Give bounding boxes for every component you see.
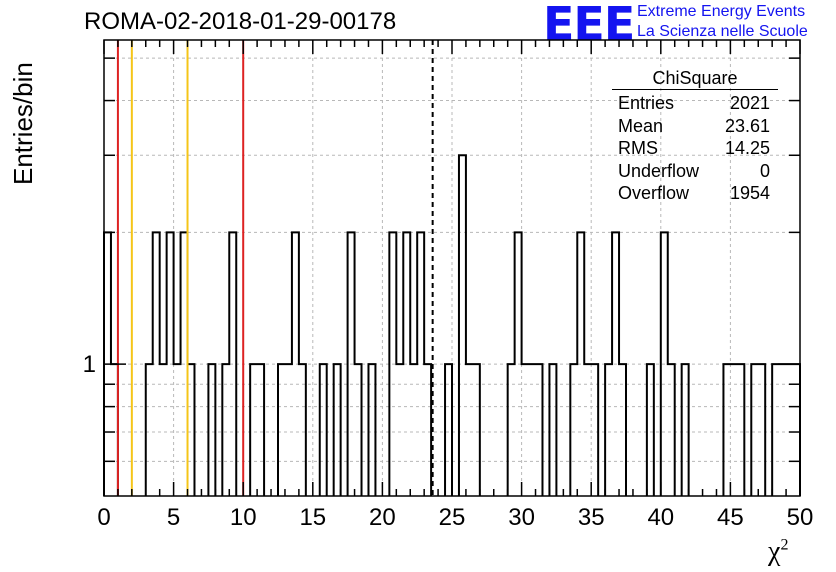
- stats-box: ChiSquare Entries 2021 Mean 23.61 RMS 14…: [612, 67, 778, 205]
- x-tick-label: 20: [369, 504, 396, 531]
- stats-label: RMS: [618, 138, 658, 158]
- chart-title: ROMA-02-2018-01-29-00178: [84, 8, 397, 35]
- x-tick-label: 50: [787, 504, 814, 531]
- stats-value: 0: [759, 160, 770, 181]
- x-tick-label: 15: [299, 504, 326, 531]
- stats-value: 23.61: [724, 115, 770, 136]
- x-axis-label-superscript: 2: [780, 536, 789, 554]
- x-tick-label: 30: [508, 504, 535, 531]
- stats-row-underflow: Underflow 0: [612, 160, 778, 183]
- x-tick-label: 45: [717, 504, 744, 531]
- x-tick-label: 25: [439, 504, 466, 531]
- stats-label: Mean: [618, 115, 664, 136]
- stats-value: 1954: [729, 183, 770, 203]
- y-tick-label: 1: [83, 351, 96, 378]
- logo-line-2: La Scienza nelle Scuole: [637, 23, 808, 40]
- x-tick-label: 5: [167, 504, 180, 531]
- x-axis-label-base: χ: [768, 536, 781, 567]
- stats-row-mean: Mean 23.61: [612, 115, 778, 138]
- stats-label: Overflow: [618, 183, 690, 203]
- x-tick-label: 35: [578, 504, 605, 531]
- logo-line-1: Extreme Energy Events: [637, 3, 806, 20]
- x-tick-label: 0: [97, 504, 110, 531]
- stats-value: 2021: [729, 93, 770, 113]
- stats-row-entries: Entries 2021: [612, 92, 778, 115]
- x-tick-label: 40: [647, 504, 674, 531]
- stats-label: Entries: [618, 93, 675, 113]
- x-tick-label: 10: [230, 504, 257, 531]
- stats-row-overflow: Overflow 1954: [612, 182, 778, 205]
- stats-box-title: ChiSquare: [612, 67, 778, 90]
- histogram-outline: [103, 154, 801, 496]
- stats-label: Underflow: [618, 160, 700, 181]
- x-axis-label: χ2: [768, 536, 788, 568]
- stats-value: 14.25: [724, 138, 770, 158]
- stats-row-rms: RMS 14.25: [612, 137, 778, 160]
